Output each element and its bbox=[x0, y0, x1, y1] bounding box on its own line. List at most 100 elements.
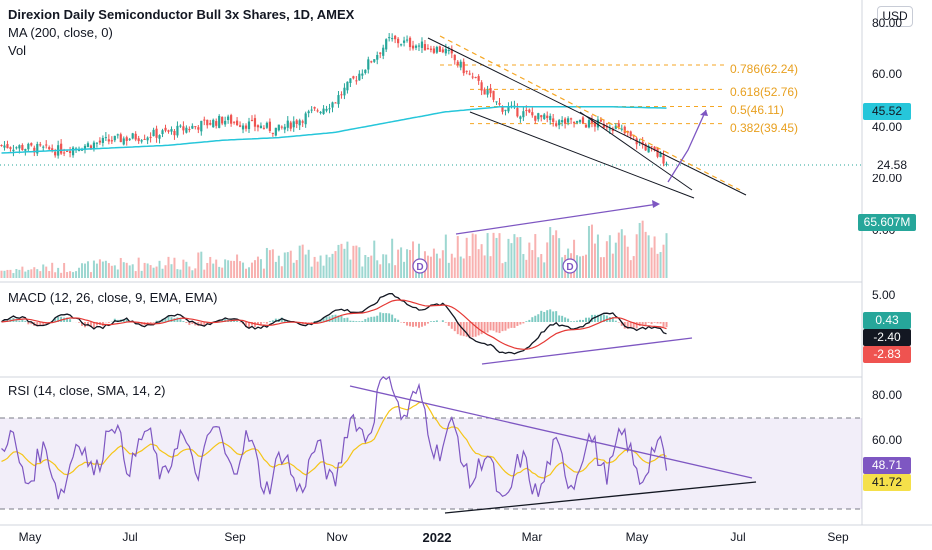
candle-body bbox=[173, 130, 176, 136]
volume-bar bbox=[394, 265, 397, 278]
candle-body bbox=[405, 39, 409, 41]
macd-hist-bar bbox=[659, 322, 662, 324]
candle-body bbox=[176, 125, 179, 136]
volume-bar bbox=[525, 259, 528, 278]
candle-body bbox=[212, 119, 215, 128]
volume-bar bbox=[12, 273, 15, 278]
dividend-marker-2[interactable]: D bbox=[562, 258, 578, 274]
candle-body bbox=[385, 39, 388, 50]
macd-hist-bar bbox=[650, 322, 653, 325]
macd-hist-bar bbox=[310, 322, 313, 323]
price-tick-40: 40.00 bbox=[872, 120, 903, 134]
macd-hist-bar bbox=[519, 322, 522, 325]
macd-hist-bar bbox=[376, 315, 379, 322]
candle-body bbox=[376, 54, 379, 60]
volume-bar bbox=[218, 266, 221, 278]
rsi-lower-trendline[interactable] bbox=[444, 481, 757, 514]
volume-bar bbox=[638, 222, 641, 278]
candle-body bbox=[316, 110, 319, 112]
projection-arrow[interactable] bbox=[667, 109, 707, 183]
macd-hist-bar bbox=[322, 317, 325, 322]
volume-bar bbox=[39, 271, 42, 278]
volume-bar bbox=[131, 264, 134, 278]
macd-hist-bar bbox=[409, 322, 412, 327]
macd-hist-bar bbox=[447, 322, 450, 326]
macd-hist-bar bbox=[233, 320, 236, 322]
candle-body bbox=[620, 128, 623, 130]
inner-wedge-trendline[interactable] bbox=[579, 111, 693, 191]
macd-divergence-line[interactable] bbox=[481, 337, 693, 365]
macd-hist-bar bbox=[15, 319, 18, 322]
candle-body bbox=[498, 102, 501, 105]
volume-bar bbox=[662, 244, 665, 278]
volume-bar bbox=[358, 247, 361, 278]
candle-body bbox=[3, 145, 6, 148]
volume-bar bbox=[86, 261, 89, 278]
volume-bar bbox=[310, 266, 313, 278]
time-tick-jul-2: Jul bbox=[730, 530, 746, 544]
time-tick-sep: Sep bbox=[224, 530, 246, 544]
volume-trendline[interactable] bbox=[455, 203, 659, 235]
candle-body bbox=[36, 143, 39, 154]
candle-body bbox=[116, 134, 119, 136]
macd-hist-bar bbox=[492, 322, 495, 331]
candle-body bbox=[596, 119, 600, 128]
candle-body bbox=[18, 145, 21, 149]
candle-body bbox=[578, 119, 582, 123]
volume-bar bbox=[376, 260, 379, 278]
volume-bar bbox=[75, 271, 78, 278]
macd-hist-bar bbox=[170, 317, 173, 322]
rsi-upper-trendline[interactable] bbox=[349, 385, 753, 479]
volume-bars bbox=[0, 220, 668, 278]
macd-hist-bar bbox=[355, 321, 358, 322]
macd-hist-bar bbox=[203, 322, 206, 327]
volume-bar bbox=[412, 241, 415, 278]
volume-bar bbox=[203, 269, 206, 278]
candle-body bbox=[483, 89, 486, 95]
macd-hist-bar bbox=[537, 314, 540, 322]
volume-bar bbox=[480, 244, 483, 278]
fib-trend-dashed-line[interactable] bbox=[439, 35, 741, 191]
candle-body bbox=[394, 35, 397, 40]
macd-hist-bar bbox=[641, 322, 644, 325]
macd-hist-bar bbox=[507, 322, 510, 329]
macd-hist-bar bbox=[423, 322, 426, 326]
candle-body bbox=[665, 163, 668, 165]
macd-hist-bar bbox=[179, 318, 182, 322]
candle-body bbox=[382, 47, 385, 56]
volume-bar bbox=[650, 247, 653, 278]
candle-body bbox=[203, 119, 206, 121]
volume-bar bbox=[501, 263, 504, 278]
volume-bar bbox=[292, 262, 295, 278]
wedge-lower-trendline[interactable] bbox=[469, 111, 695, 199]
candle-body bbox=[423, 44, 427, 51]
volume-bar bbox=[444, 234, 447, 278]
candle-body bbox=[15, 147, 18, 149]
macd-hist-bar bbox=[224, 318, 227, 322]
volume-bar bbox=[42, 264, 45, 278]
volume-bar bbox=[340, 243, 343, 278]
volume-value-badge: 65.607M bbox=[858, 214, 916, 231]
volume-bar bbox=[435, 253, 438, 278]
macd-hist-bar bbox=[599, 314, 602, 322]
macd-hist-bar bbox=[573, 321, 576, 322]
currency-button[interactable]: USD bbox=[877, 6, 913, 27]
candle-body bbox=[6, 144, 9, 149]
macd-hist-bar bbox=[504, 322, 507, 331]
macd-hist-bar bbox=[60, 316, 63, 322]
volume-bar bbox=[608, 235, 611, 278]
candle-body bbox=[238, 125, 242, 127]
candle-body bbox=[179, 125, 182, 127]
macd-hist-bar bbox=[122, 319, 125, 322]
macd-hist-bar bbox=[584, 317, 587, 322]
volume-bar bbox=[313, 256, 316, 278]
volume-bar bbox=[268, 250, 271, 278]
candle-body bbox=[438, 46, 441, 52]
macd-hist-bar bbox=[632, 322, 635, 328]
candle-body bbox=[608, 128, 611, 130]
dividend-marker-1[interactable]: D bbox=[412, 258, 428, 274]
volume-bar bbox=[27, 269, 30, 278]
candle-body bbox=[391, 38, 394, 40]
volume-bar bbox=[486, 233, 489, 278]
